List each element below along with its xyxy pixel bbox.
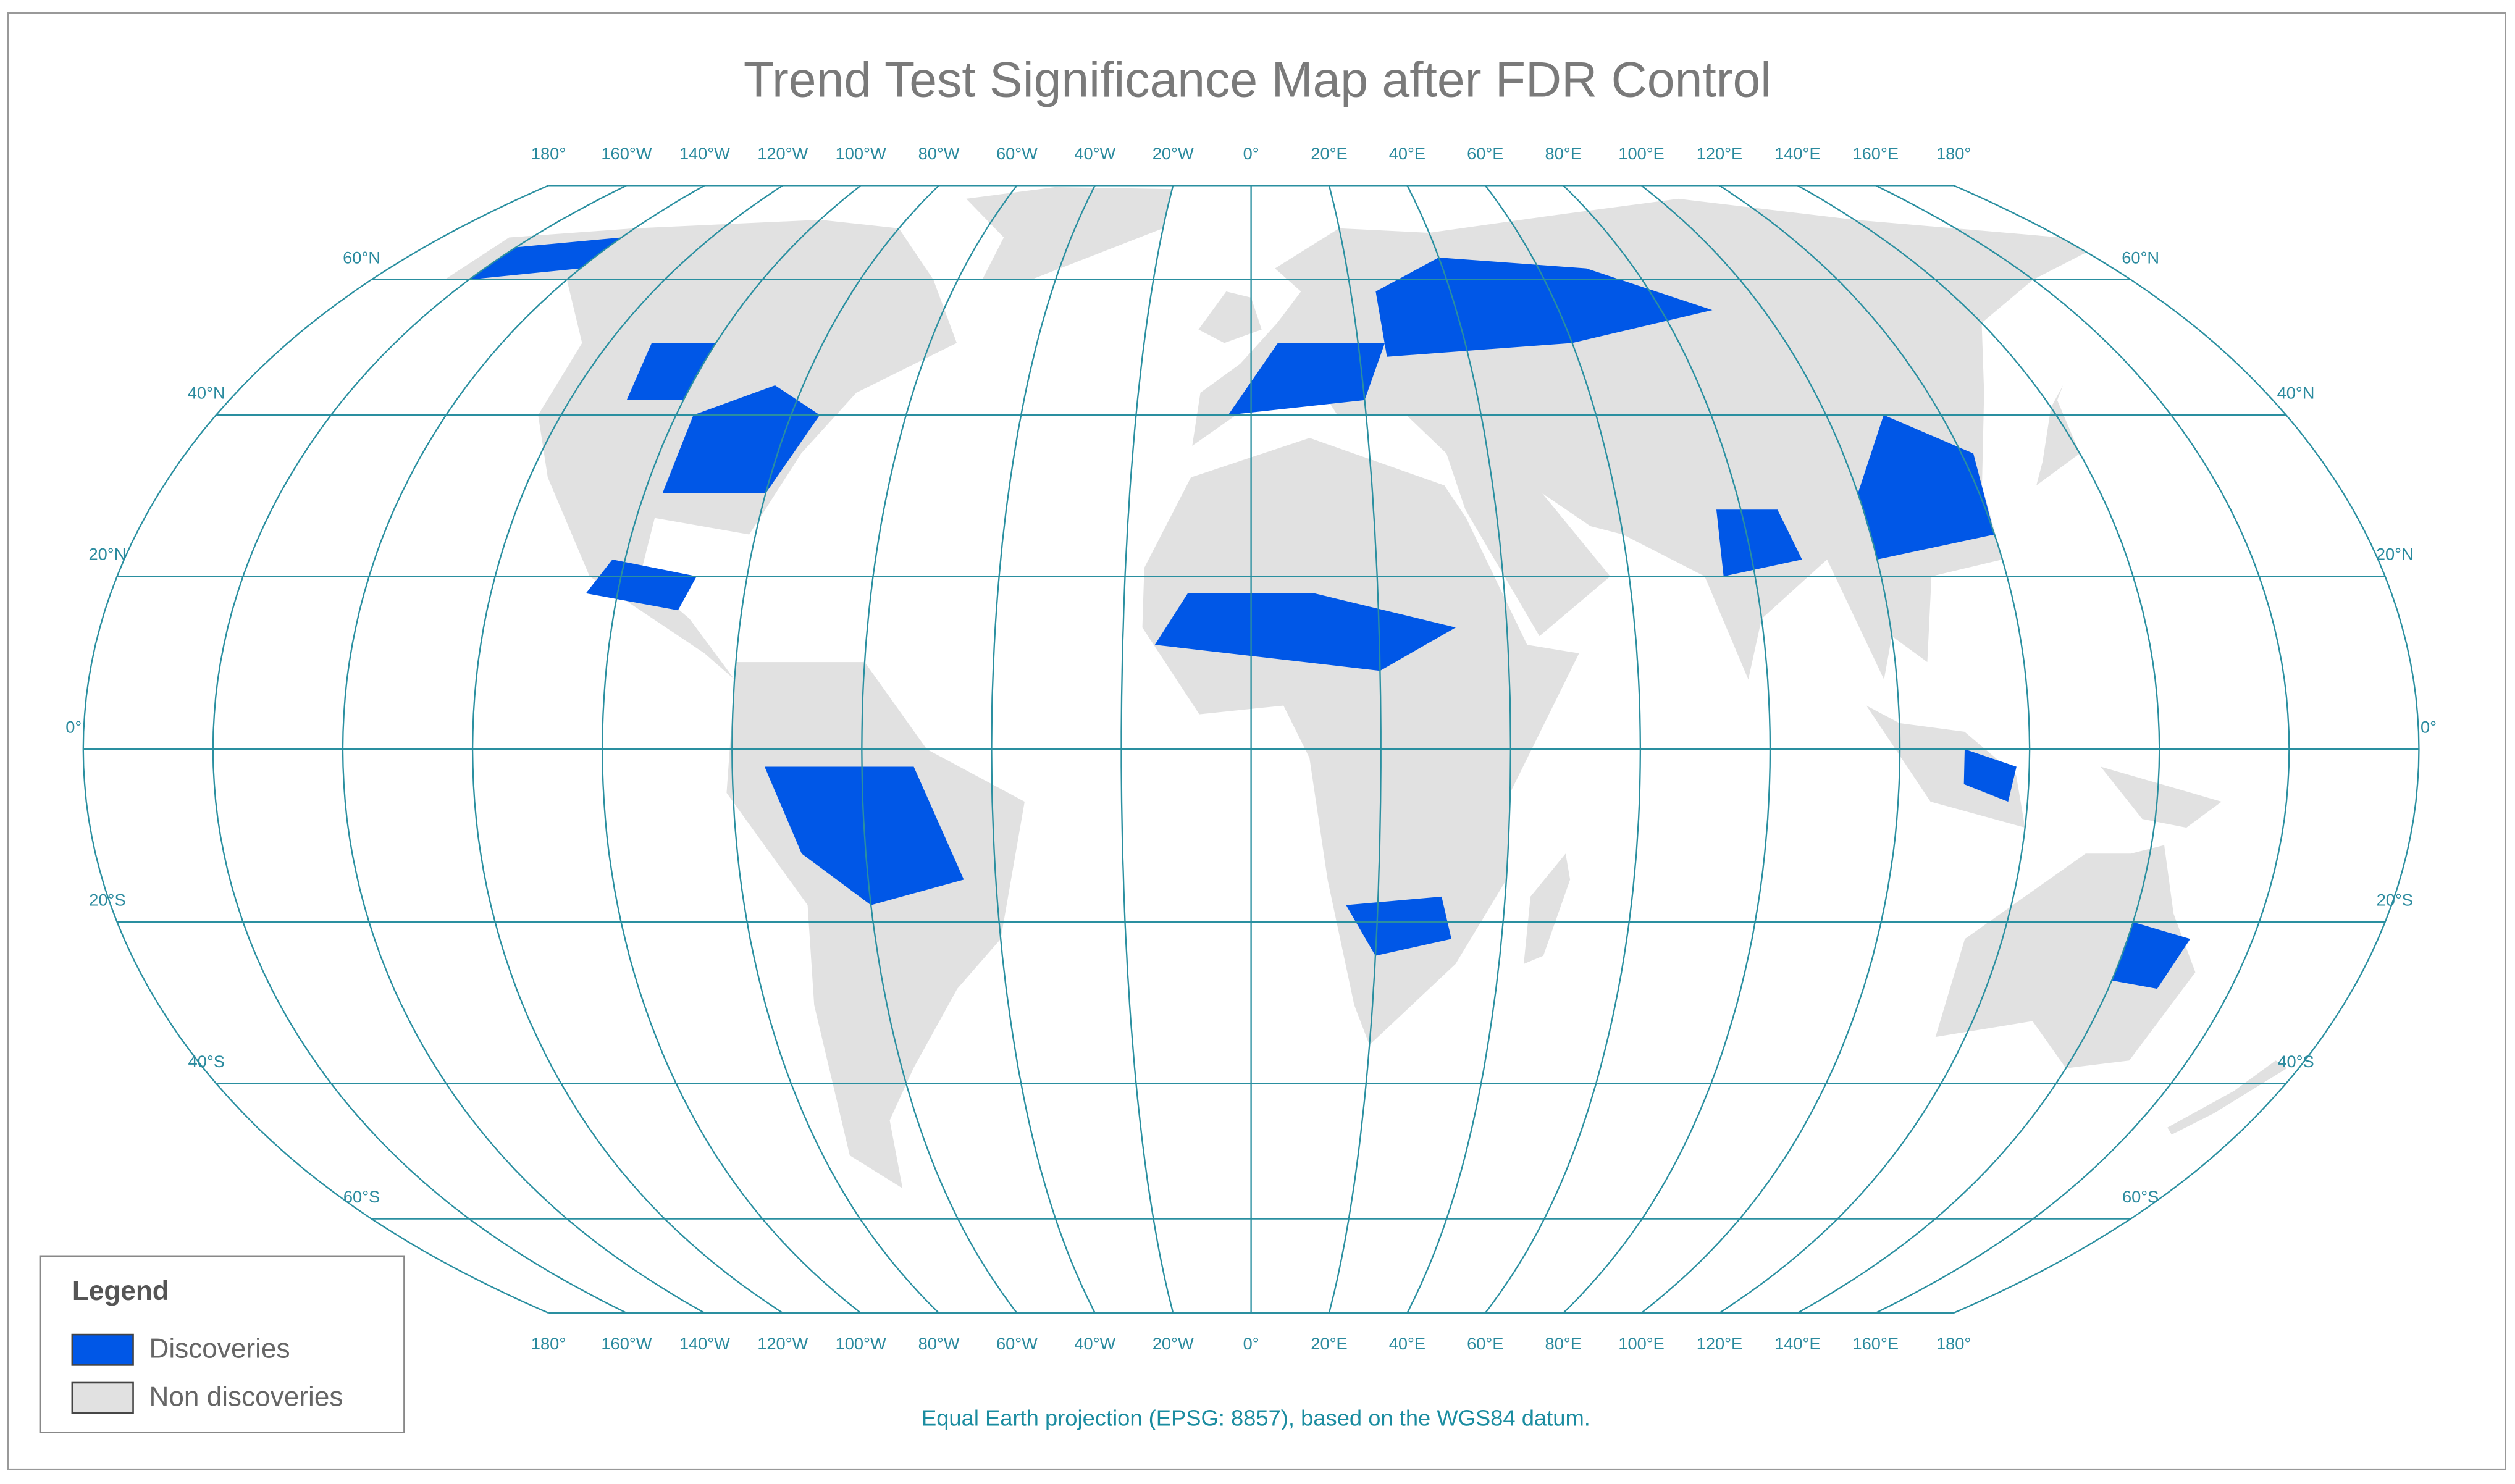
legend-label: Non discoveries [149,1382,343,1412]
longitude-label: 20°W [1153,144,1194,163]
latitude-label: 20°N [2376,545,2414,564]
longitude-label: 120°E [1697,144,1743,163]
longitude-label: 160°E [1852,144,1899,163]
latitude-label: 40°S [2277,1052,2314,1071]
latitude-label: 60°N [343,248,380,267]
longitude-label: 160°E [1852,1334,1899,1353]
latitude-label: 20°N [89,545,127,564]
land-area [2036,385,2080,485]
longitude-label: 160°W [601,1334,652,1353]
legend-swatch [71,1381,134,1414]
legend: Legend Discoveries Non discoveries [39,1255,405,1433]
land-area [1866,705,2025,828]
land-area [966,187,1172,280]
land [444,187,2287,1189]
graticule-labels: 180° 180° 160°W 160°W 140°W 140°W 120°W 120°W 10… [65,144,2437,1353]
longitude-label: 40°E [1389,1334,1425,1353]
longitude-label: 40°W [1074,1334,1115,1353]
map-title: Trend Test Significance Map after FDR Co… [744,52,1771,108]
longitude-label: 180° [531,1334,566,1353]
discovery-area [2112,922,2191,989]
discovery-area [586,559,697,611]
longitude-label: 100°E [1618,1334,1665,1353]
longitude-label: 80°W [918,1334,960,1353]
longitude-label: 120°W [757,1334,808,1353]
longitude-label: 140°E [1774,144,1821,163]
longitude-label: 60°W [996,1334,1038,1353]
longitude-label: 100°W [836,1334,886,1353]
longitude-label: 140°W [679,1334,730,1353]
longitude-label: 140°E [1774,1334,1821,1353]
latitude-label: 20°S [2377,891,2413,910]
longitude-label: 180° [1936,1334,1971,1353]
graticule [82,185,2420,1314]
land-area [1935,845,2196,1068]
latitude-label: 20°S [89,891,125,910]
longitude-label: 20°W [1153,1334,1194,1353]
discovery-area [1963,749,2017,802]
land-area [1524,853,1571,964]
land-area [1198,291,1262,343]
longitude-label: 0° [1243,1334,1259,1353]
longitude-label: 180° [531,144,566,163]
longitude-label: 40°W [1074,144,1115,163]
discovery-area [1228,343,1385,415]
latitude-label: 40°S [188,1052,225,1071]
longitude-label: 0° [1243,144,1259,163]
latitude-label: 0° [2421,718,2437,737]
longitude-label: 80°E [1545,1334,1581,1353]
discovery-area [469,237,622,280]
land-area [2101,766,2222,828]
discovery-area [1716,509,1802,577]
latitude-label: 0° [65,718,82,737]
longitude-label: 60°W [996,144,1038,163]
frame [7,12,2506,1470]
longitude-label: 120°W [757,144,808,163]
longitude-label: 160°W [601,144,652,163]
longitude-label: 20°E [1311,1334,1347,1353]
longitude-label: 60°E [1467,144,1503,163]
longitude-label: 120°E [1697,1334,1743,1353]
latitude-label: 60°S [2122,1187,2159,1206]
discovery-area [662,385,820,493]
legend-swatch [71,1333,134,1366]
discovery-area [1346,896,1451,956]
longitude-label: 80°W [918,144,960,163]
longitude-label: 20°E [1311,144,1347,163]
longitude-label: 60°E [1467,1334,1503,1353]
longitude-label: 100°W [836,144,886,163]
footnote: Equal Earth projection (EPSG: 8857), bas… [922,1405,1590,1430]
latitude-label: 60°S [343,1187,380,1206]
longitude-label: 100°E [1618,144,1665,163]
longitude-label: 80°E [1545,144,1581,163]
land-area [2167,1060,2287,1135]
discovery-area [1375,257,1713,357]
discovery-area [626,343,716,400]
longitude-label: 40°E [1389,144,1425,163]
longitude-label: 140°W [679,144,730,163]
legend-label: Discoveries [149,1334,290,1364]
latitude-label: 40°N [188,383,225,402]
latitude-label: 60°N [2122,248,2159,267]
longitude-label: 180° [1936,144,1971,163]
legend-title: Legend [72,1276,169,1306]
discovery-area [1154,593,1456,671]
latitude-label: 40°N [2277,383,2315,402]
